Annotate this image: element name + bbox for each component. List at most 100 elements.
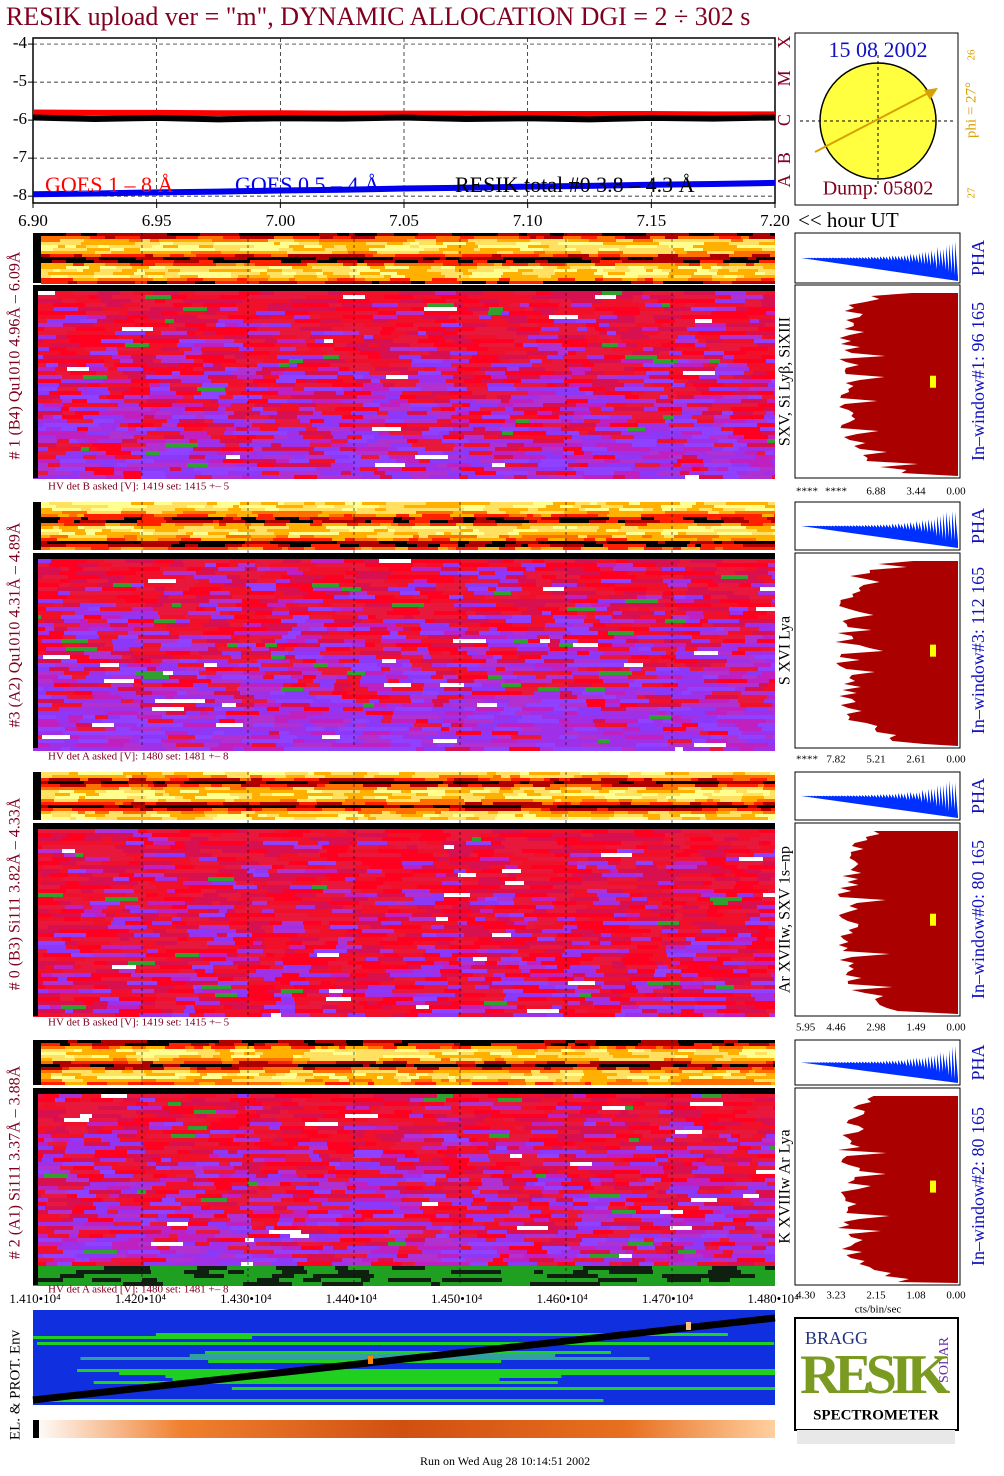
spectrogram-cell	[598, 631, 608, 635]
spectrogram-cell	[685, 647, 697, 651]
spectrogram-cell	[772, 459, 775, 463]
spectrogram-cell	[149, 266, 165, 269]
spectrogram-cell	[653, 719, 663, 723]
spectrogram-cell	[374, 435, 403, 439]
spectrogram-cell	[480, 248, 495, 251]
spectrogram-cell	[47, 727, 65, 731]
spectrogram-cell	[236, 467, 253, 471]
spectrogram-cell	[237, 526, 249, 529]
spectrogram-cell	[614, 587, 647, 591]
spectrogram-cell	[53, 248, 59, 251]
spectrogram-cell	[657, 514, 677, 517]
spectrogram-cell	[225, 443, 239, 447]
spectrogram-cell	[102, 719, 126, 723]
spectrogram-cell	[87, 399, 110, 403]
spectrogram-cell	[75, 611, 104, 615]
spectrogram-cell	[33, 675, 58, 679]
spectrogram-cell	[199, 671, 216, 675]
spectrogram-cell	[282, 547, 288, 550]
spectrogram-cell	[62, 607, 88, 611]
spectrogram-cell	[571, 699, 586, 703]
spectrogram-cell	[525, 502, 533, 505]
spectrogram-cell	[530, 239, 545, 242]
spectrogram-cell	[106, 571, 136, 575]
spectrogram-cell	[560, 505, 573, 508]
spectrogram-cell	[398, 303, 427, 307]
spectrogram-cell	[173, 315, 197, 319]
spectrogram-cell	[610, 603, 635, 607]
spectrogram-cell	[675, 599, 694, 603]
spectrogram-cell	[440, 535, 455, 538]
spectrogram-cell	[305, 532, 320, 535]
spectrogram-cell	[33, 463, 48, 467]
spectrogram-cell	[174, 655, 202, 659]
spectrogram-cell	[152, 535, 176, 538]
spectrogram-cell	[537, 635, 549, 639]
spectrogram-cell	[146, 451, 159, 455]
spectrogram-cell	[654, 403, 687, 407]
spectrogram-cell	[333, 387, 343, 391]
spectrogram-cell	[143, 643, 161, 647]
spectrogram-cell	[507, 375, 540, 379]
spectrogram-cell	[752, 375, 775, 379]
spectrogram-cell	[75, 547, 91, 550]
spectrogram-cell	[389, 431, 400, 435]
spectrogram-cell	[99, 257, 115, 260]
spectrogram-cell	[510, 359, 530, 363]
spectrogram-cell	[743, 544, 765, 547]
spectrogram-cell	[240, 245, 254, 248]
spectrogram-cell	[492, 254, 501, 257]
spectrogram-cell	[615, 387, 646, 391]
spectrogram-cell	[281, 403, 298, 407]
spectrogram-cell	[241, 517, 256, 520]
spectrogram-cell	[202, 383, 228, 387]
spectrogram-cell	[153, 254, 170, 257]
spectrogram-cell	[500, 359, 510, 363]
spectrogram-cell	[334, 595, 349, 599]
spectrogram-cell	[558, 242, 579, 245]
spectrogram-cell	[316, 295, 343, 299]
spectrogram-cell	[33, 707, 59, 711]
spectrogram-cell	[634, 619, 656, 623]
spectrogram-cell	[753, 411, 766, 415]
spectrogram-cell	[472, 505, 485, 508]
spectrogram-cell	[512, 245, 522, 248]
spectrogram-cell	[498, 355, 528, 359]
spectrogram-cell	[503, 257, 515, 260]
spectrogram-cell	[518, 269, 533, 272]
spectrogram-cell	[384, 263, 394, 266]
spectrogram-cell	[765, 451, 773, 455]
spectrogram-cell	[653, 359, 678, 363]
spectrogram-cell	[501, 399, 509, 403]
spectrogram-cell	[209, 459, 223, 463]
spectrogram-cell	[192, 520, 213, 523]
spectrogram-cell	[60, 517, 81, 520]
spectrogram-cell	[570, 245, 593, 248]
spectrogram-cell	[293, 663, 313, 667]
spectrogram-cell	[354, 505, 379, 508]
spectrogram-cell	[443, 563, 460, 567]
spectrogram-cell	[758, 391, 774, 395]
spectrogram-cell	[227, 643, 238, 647]
spectrogram-cell	[505, 407, 513, 411]
spectrogram-cell	[247, 278, 268, 281]
spectrogram-cell	[749, 467, 760, 471]
spectrogram-cell	[258, 383, 279, 387]
spectrogram-cell	[104, 559, 126, 563]
spectrogram-cell	[497, 391, 528, 395]
spectrogram-cell	[464, 707, 476, 711]
spectrogram-cell	[356, 511, 363, 514]
spectrogram-cell	[33, 475, 46, 479]
spectrogram-cell	[531, 695, 560, 699]
spectrogram-cell	[280, 671, 302, 675]
spectrogram-cell	[436, 505, 461, 508]
y-tick-label: -4	[13, 33, 28, 52]
spectrogram-cell	[187, 567, 201, 571]
spectrogram-cell	[184, 351, 202, 355]
spectrogram-cell	[518, 254, 539, 257]
spectrogram-cell	[544, 544, 550, 547]
spectrogram-cell	[596, 443, 613, 447]
spectrogram-cell	[353, 623, 367, 627]
spectrogram-cell	[114, 502, 131, 505]
spectrogram-cell	[604, 667, 621, 671]
